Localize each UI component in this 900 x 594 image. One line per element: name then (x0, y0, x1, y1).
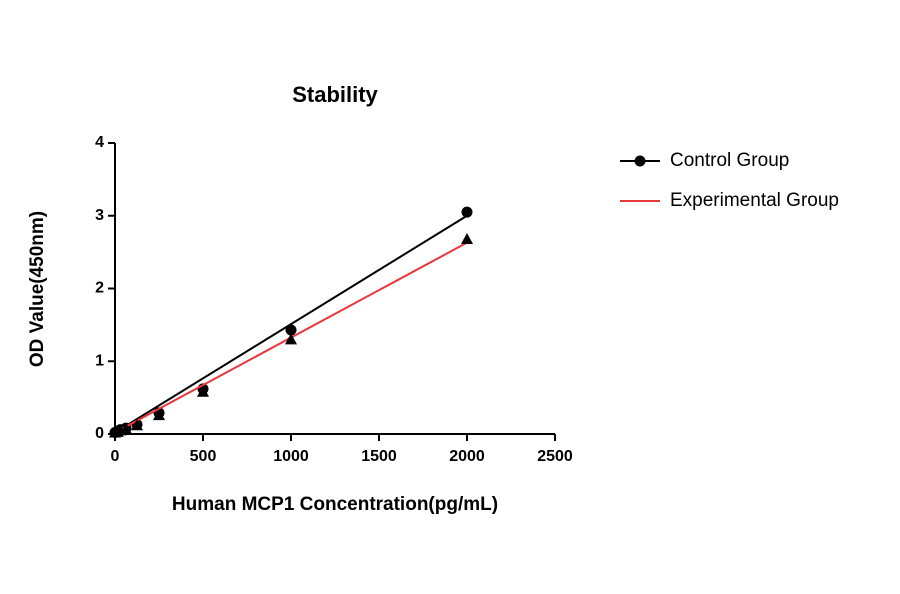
chart-title: Stability (292, 82, 378, 107)
data-point (131, 419, 143, 431)
data-point (120, 422, 132, 434)
x-tick-label: 2000 (449, 448, 485, 465)
x-tick-label: 0 (111, 448, 120, 465)
y-tick-label: 2 (95, 280, 104, 297)
x-tick-label: 1500 (361, 448, 397, 465)
data-point (461, 206, 473, 218)
data-point (285, 324, 297, 336)
x-tick-label: 2500 (537, 448, 573, 465)
y-tick-label: 0 (95, 425, 104, 442)
data-point (285, 333, 297, 345)
data-point (197, 385, 209, 397)
x-tick-label: 500 (190, 448, 217, 465)
data-point (153, 409, 165, 421)
legend-label: Control Group (670, 150, 789, 171)
legend-label: Experimental Group (670, 190, 839, 211)
y-tick-label: 3 (95, 207, 104, 224)
y-axis-title: OD Value(450nm) (27, 211, 48, 367)
y-tick-label: 4 (95, 134, 104, 151)
data-point (461, 233, 473, 245)
x-tick-label: 1000 (273, 448, 309, 465)
fit-line (114, 214, 468, 434)
y-tick-label: 1 (95, 352, 104, 369)
x-axis-title: Human MCP1 Concentration(pg/mL) (172, 494, 498, 515)
legend-marker (634, 155, 646, 167)
